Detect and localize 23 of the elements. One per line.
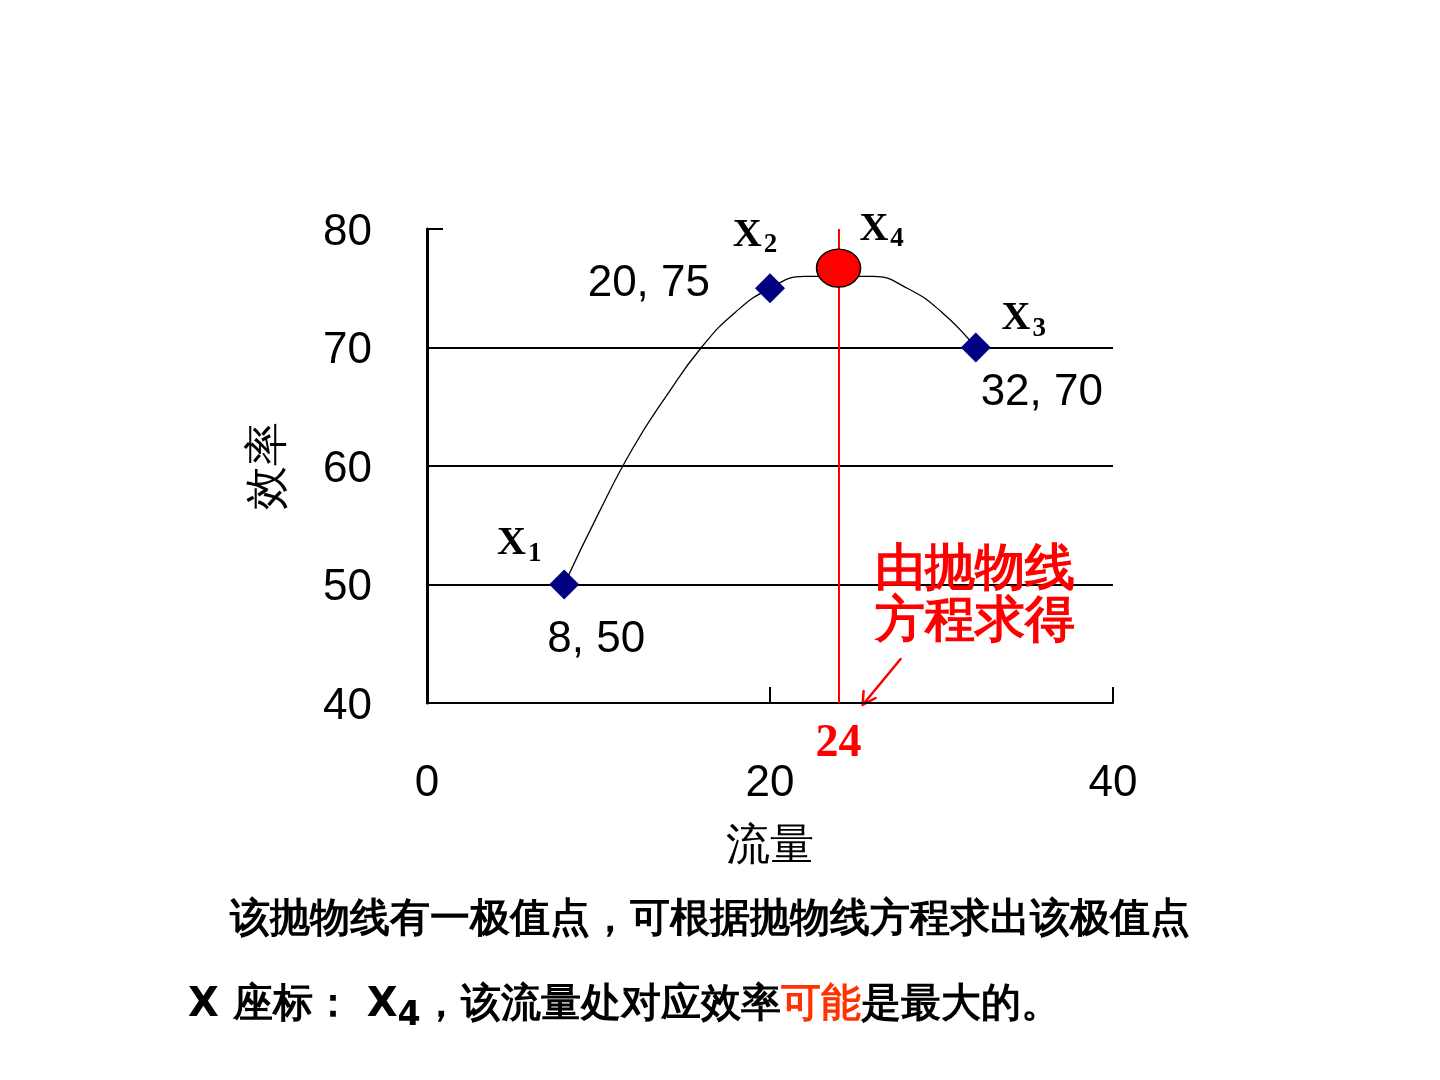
text: 可能 xyxy=(780,979,861,1025)
y-tick-label: 60 xyxy=(323,441,372,491)
x-tick-label: 40 xyxy=(1088,755,1138,805)
y-tick-label: 50 xyxy=(323,560,372,609)
ref-line-label: 24 xyxy=(815,714,862,766)
data-label: 8, 50 xyxy=(547,612,646,661)
y-axis-title: 效率 xyxy=(240,422,290,510)
data-label: 20, 75 xyxy=(587,255,710,305)
y-tick-label: 80 xyxy=(323,204,372,254)
text: 该抛物线有一极值点，可根据抛物线方程求出该极值点 xyxy=(230,894,1190,940)
point xyxy=(549,569,580,600)
point xyxy=(815,248,862,288)
annotation: 由抛物线方程求得 xyxy=(872,539,1075,647)
x-tick-label: 20 xyxy=(745,755,795,805)
data-label: 32, 70 xyxy=(980,365,1103,414)
x-axis-title: 流量 xyxy=(726,818,814,868)
y-tick-label: 40 xyxy=(323,678,372,728)
text: 是最大的。 xyxy=(860,979,1061,1025)
y-tick-label: 70 xyxy=(323,323,372,372)
point xyxy=(755,273,785,304)
text: X 座标： X$_{4}$，该流量处对应效率 xyxy=(188,979,781,1033)
point xyxy=(960,332,991,363)
x-tick-label: 0 xyxy=(414,755,440,805)
